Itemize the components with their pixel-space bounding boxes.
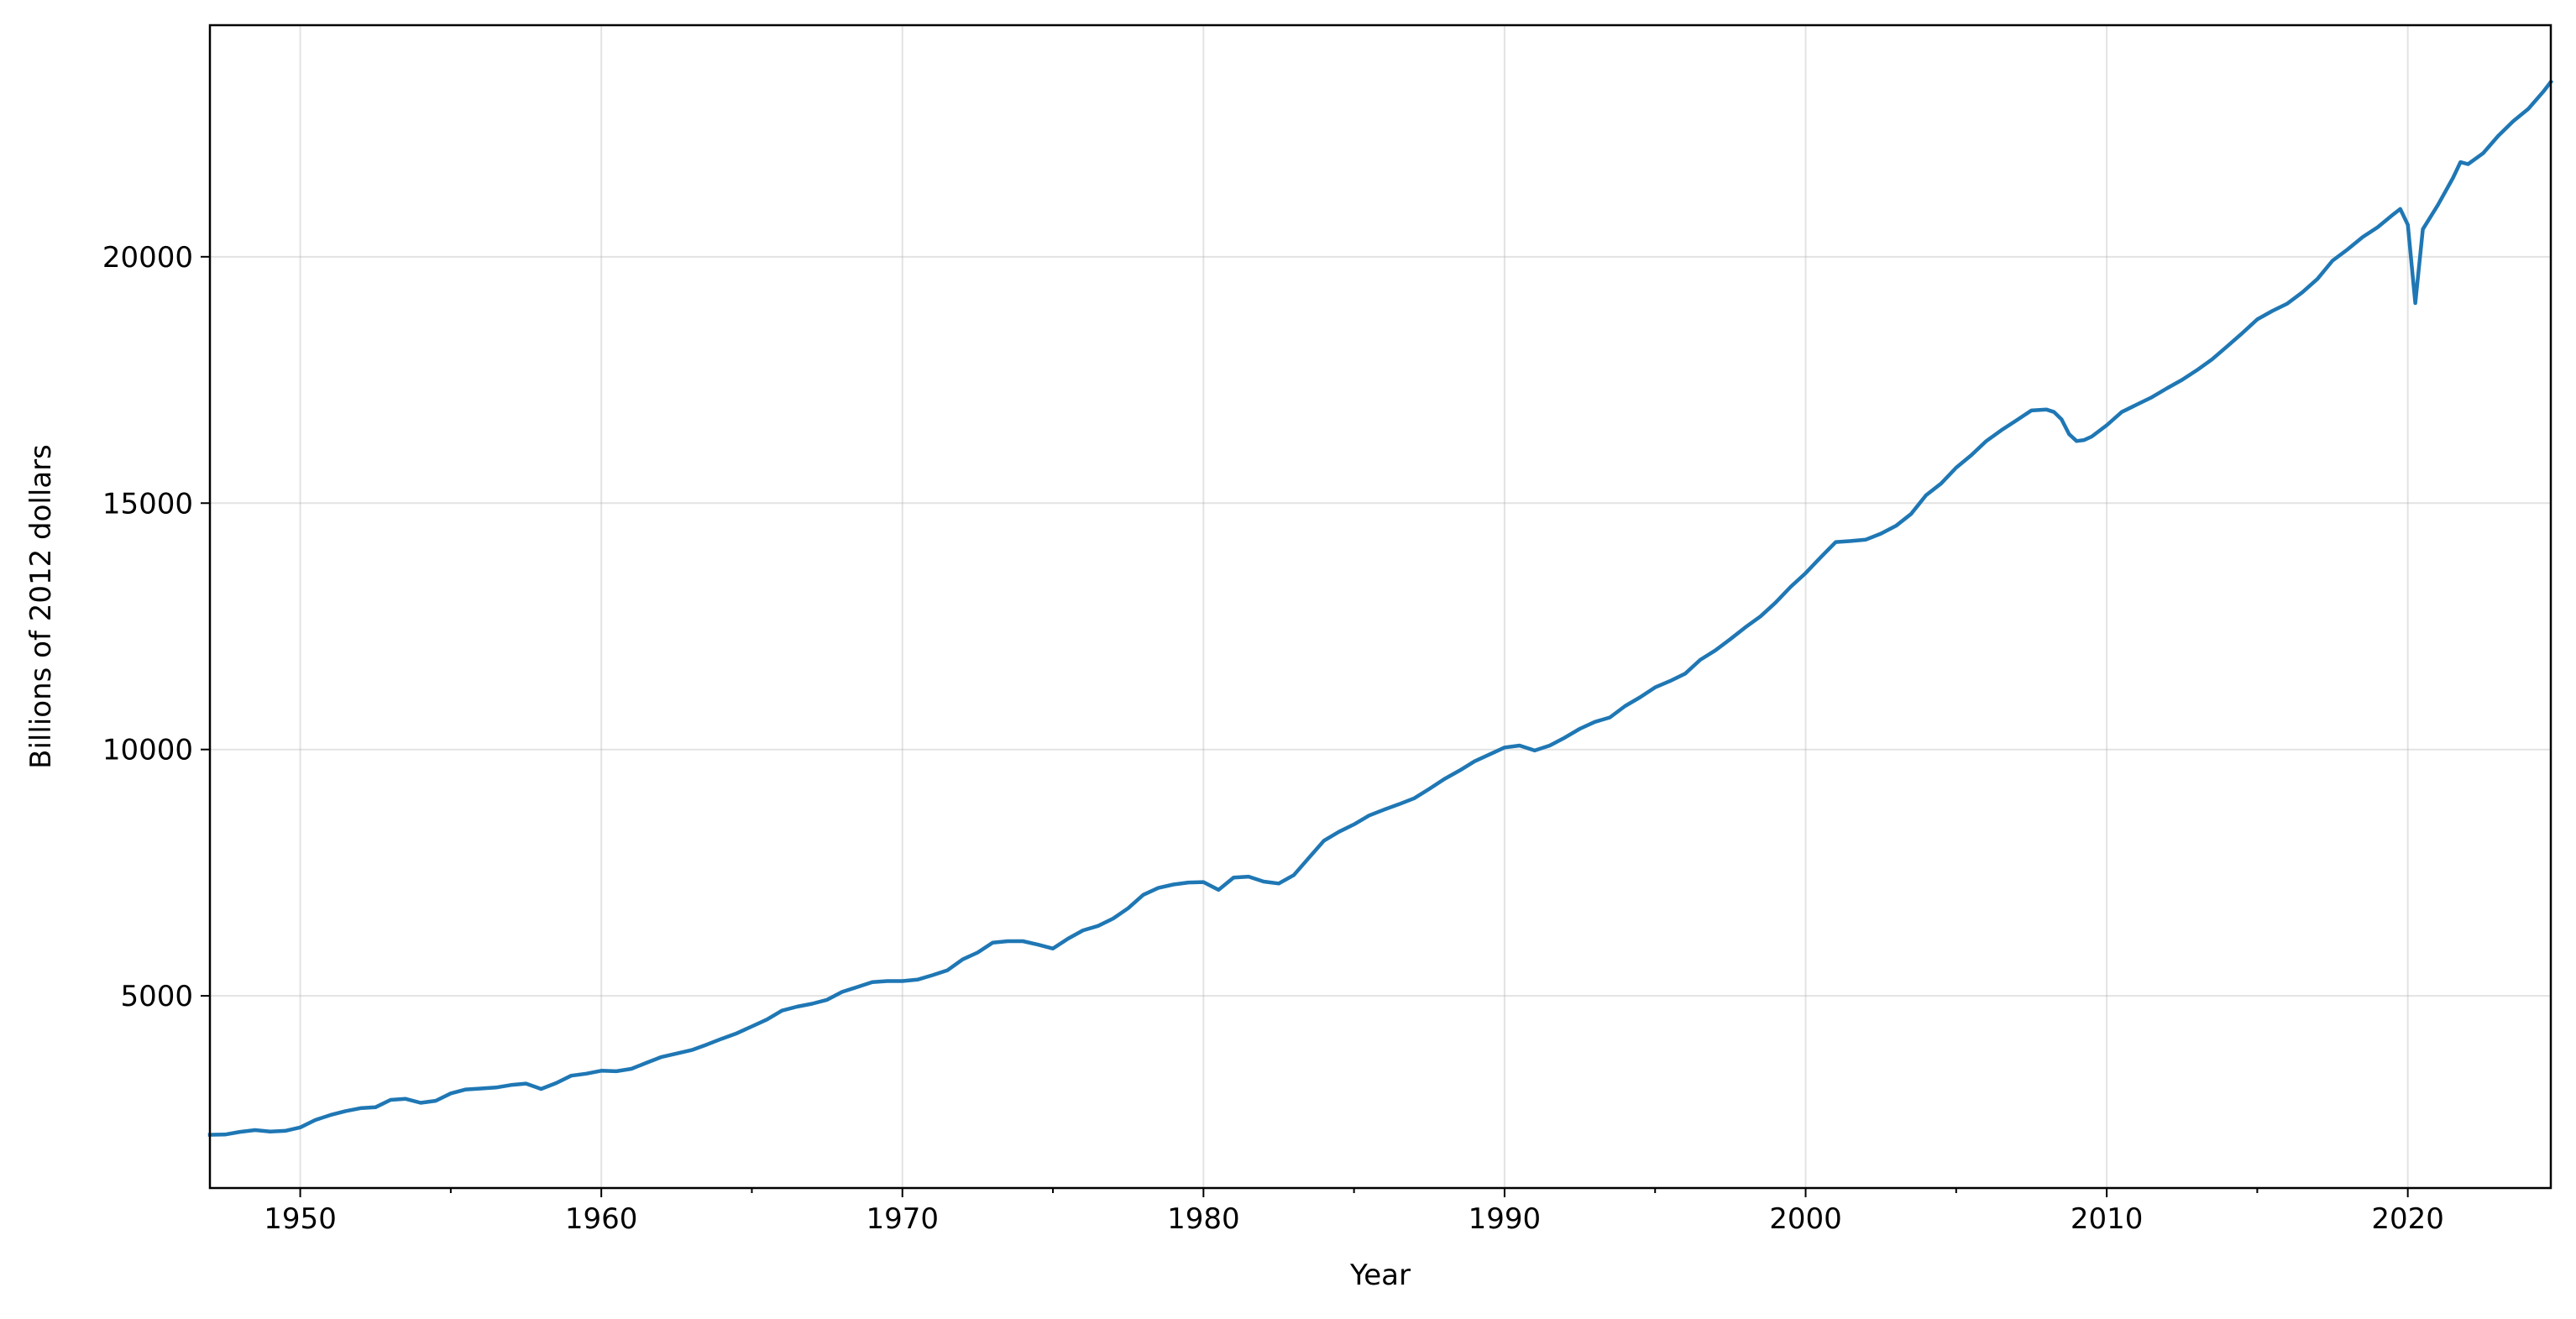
x-axis-label: Year [1349, 1259, 1411, 1292]
y-tick-label: 20000 [102, 241, 193, 275]
y-tick-label: 10000 [102, 734, 193, 767]
axes-frame [208, 24, 2552, 1190]
grid [210, 25, 2551, 1188]
x-axis: 1950 1960 1970 1980 1990 2000 2010 2020 [264, 1188, 2444, 1236]
x-tick-label: 2000 [1769, 1202, 1842, 1236]
y-axis: 5000 10000 15000 20000 [102, 241, 210, 1013]
x-tick-label: 1950 [264, 1202, 337, 1236]
y-axis-label: Billions of 2012 dollars [24, 444, 58, 769]
x-tick-label: 2010 [2071, 1202, 2144, 1236]
x-tick-label: 1970 [866, 1202, 939, 1236]
x-tick-label: 1990 [1469, 1202, 1542, 1236]
y-tick-label: 15000 [102, 487, 193, 521]
x-tick-label: 1980 [1167, 1202, 1240, 1236]
gdp-series-line [207, 79, 2554, 1137]
y-tick-label: 5000 [120, 980, 193, 1013]
x-tick-label: 2020 [2371, 1202, 2444, 1236]
x-tick-label: 1960 [565, 1202, 638, 1236]
plot-area [207, 79, 2554, 1137]
